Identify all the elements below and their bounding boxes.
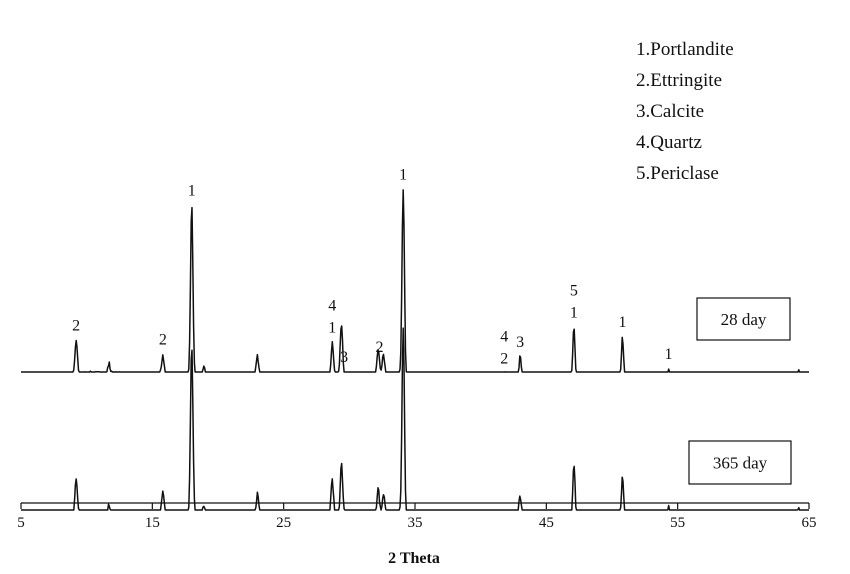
x-tick-label: 15 [145, 515, 160, 531]
legend-item-quartz: 4.Quartz [636, 132, 702, 153]
x-axis: 5 15 25 35 45 55 65 [17, 502, 817, 531]
x-tick-label: 65 [802, 515, 817, 531]
series-label: 365 day [713, 454, 768, 473]
x-tick-label: 5 [17, 515, 25, 531]
series-label-box [688, 440, 792, 485]
x-tick-label: 25 [276, 515, 291, 531]
x-tick-label: 35 [408, 515, 423, 531]
phase-legend: 1.Portlandite 2.Ettringite 3.Calcite 4.Q… [636, 34, 734, 189]
x-axis-label: 2 Theta [388, 550, 440, 567]
peak-label: 5 [570, 283, 578, 300]
legend-item-portlandite: 1.Portlandite [636, 39, 734, 60]
peak-label: 1 [570, 305, 578, 322]
peak-label: 2 [376, 339, 384, 356]
series-line-28-day [21, 189, 809, 373]
peak-label: 2 [500, 351, 508, 368]
series-labels: 28 day 365 day [688, 297, 792, 485]
peak-label: 1 [328, 319, 336, 336]
peak-label: 3 [340, 349, 348, 366]
peak-label: 4 [500, 329, 508, 346]
series-label: 28 day [721, 310, 767, 329]
peak-label: 3 [516, 334, 524, 351]
x-tick-label: 45 [539, 515, 554, 531]
x-tick-label: 55 [670, 515, 685, 531]
peak-label: 1 [664, 346, 672, 363]
legend-item-calcite: 3.Calcite [636, 101, 705, 122]
peak-label: 1 [188, 183, 196, 200]
plot-area [21, 189, 809, 511]
series-line-365-day [21, 327, 809, 511]
legend-item-ettringite: 2.Ettringite [636, 70, 723, 91]
peak-label: 1 [619, 314, 627, 331]
series-label-box [696, 297, 791, 341]
peak-label: 1 [399, 166, 407, 183]
peak-label: 2 [159, 332, 167, 349]
peak-label: 2 [72, 318, 80, 335]
legend-item-periclase: 5.Periclase [636, 163, 719, 184]
peak-label: 4 [328, 297, 336, 314]
